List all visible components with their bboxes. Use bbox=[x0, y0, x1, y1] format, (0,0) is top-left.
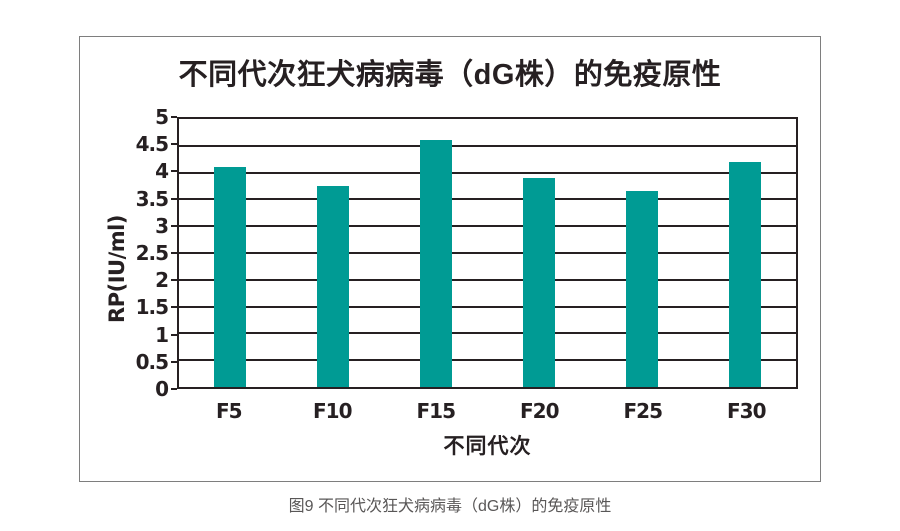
bar-slot-f25 bbox=[590, 119, 693, 387]
y-tick-mark bbox=[171, 116, 177, 118]
plot-area bbox=[177, 117, 798, 389]
y-tick-label: 4 bbox=[155, 159, 169, 184]
x-axis-title: 不同代次 bbox=[443, 435, 532, 458]
bar-slot-f10 bbox=[282, 119, 385, 387]
chart-title: 不同代次狂犬病病毒（dG株）的免疫原性 bbox=[178, 59, 722, 91]
y-tick-mark bbox=[171, 360, 177, 363]
x-axis-tick-labels: F5 F10 F15 F20 F25 F30 bbox=[177, 399, 798, 423]
y-tick-label: 0.5 bbox=[135, 349, 169, 374]
y-tick-mark bbox=[171, 279, 177, 282]
y-tick-label: 2.5 bbox=[135, 241, 169, 265]
bar-f10 bbox=[317, 186, 350, 387]
bar-f15 bbox=[420, 140, 453, 387]
x-tick-label-f25: F25 bbox=[623, 399, 663, 423]
y-tick-mark bbox=[171, 333, 177, 336]
x-tick-label-f20: F20 bbox=[520, 399, 559, 423]
y-tick-mark bbox=[171, 224, 177, 227]
x-tick-label-f10: F10 bbox=[313, 399, 352, 423]
figure-caption: 图9 不同代次狂犬病病毒（dG株）的免疫原性 bbox=[288, 498, 612, 515]
y-tick-mark bbox=[171, 252, 177, 254]
gridline bbox=[179, 305, 796, 308]
bars-container bbox=[179, 119, 796, 387]
bar-slot-f5 bbox=[179, 119, 282, 387]
bar-f5 bbox=[214, 167, 247, 387]
y-tick-mark bbox=[171, 306, 177, 309]
x-tick-label-f5: F5 bbox=[215, 399, 243, 423]
bar-slot-f20 bbox=[487, 119, 590, 387]
y-tick-mark bbox=[171, 197, 177, 200]
chart-figure-box: 不同代次狂犬病病毒（dG株）的免疫原性 RP(IU/ml) 0 0.5 1 1.5 2 2… bbox=[79, 36, 821, 482]
y-tick-label: 1.5 bbox=[135, 295, 169, 320]
bar-slot-f15 bbox=[385, 119, 488, 387]
y-tick-label: 3 bbox=[155, 213, 169, 238]
y-tick-mark bbox=[171, 143, 177, 146]
y-tick-label: 3.5 bbox=[135, 186, 169, 211]
bar-f20 bbox=[522, 177, 555, 387]
gridline bbox=[179, 332, 796, 335]
y-tick-label: 0 bbox=[155, 377, 169, 401]
y-tick-label: 2 bbox=[155, 268, 169, 293]
gridline bbox=[179, 144, 796, 147]
gridline bbox=[179, 171, 796, 174]
y-tick-mark bbox=[171, 388, 177, 390]
y-tick-label: 1 bbox=[155, 322, 169, 347]
bar-f30 bbox=[728, 161, 761, 387]
x-tick-label-f30: F30 bbox=[727, 399, 766, 423]
gridline bbox=[179, 198, 796, 201]
bar-f25 bbox=[625, 191, 658, 387]
gridline bbox=[179, 252, 796, 254]
gridline bbox=[179, 359, 796, 362]
bar-slot-f30 bbox=[693, 119, 796, 387]
gridline bbox=[179, 278, 796, 281]
x-tick-label-f15: F15 bbox=[416, 399, 456, 423]
gridline bbox=[179, 225, 796, 228]
y-tick-label: 4.5 bbox=[135, 132, 169, 157]
y-tick-label: 5 bbox=[155, 105, 169, 129]
y-tick-mark bbox=[171, 170, 177, 173]
